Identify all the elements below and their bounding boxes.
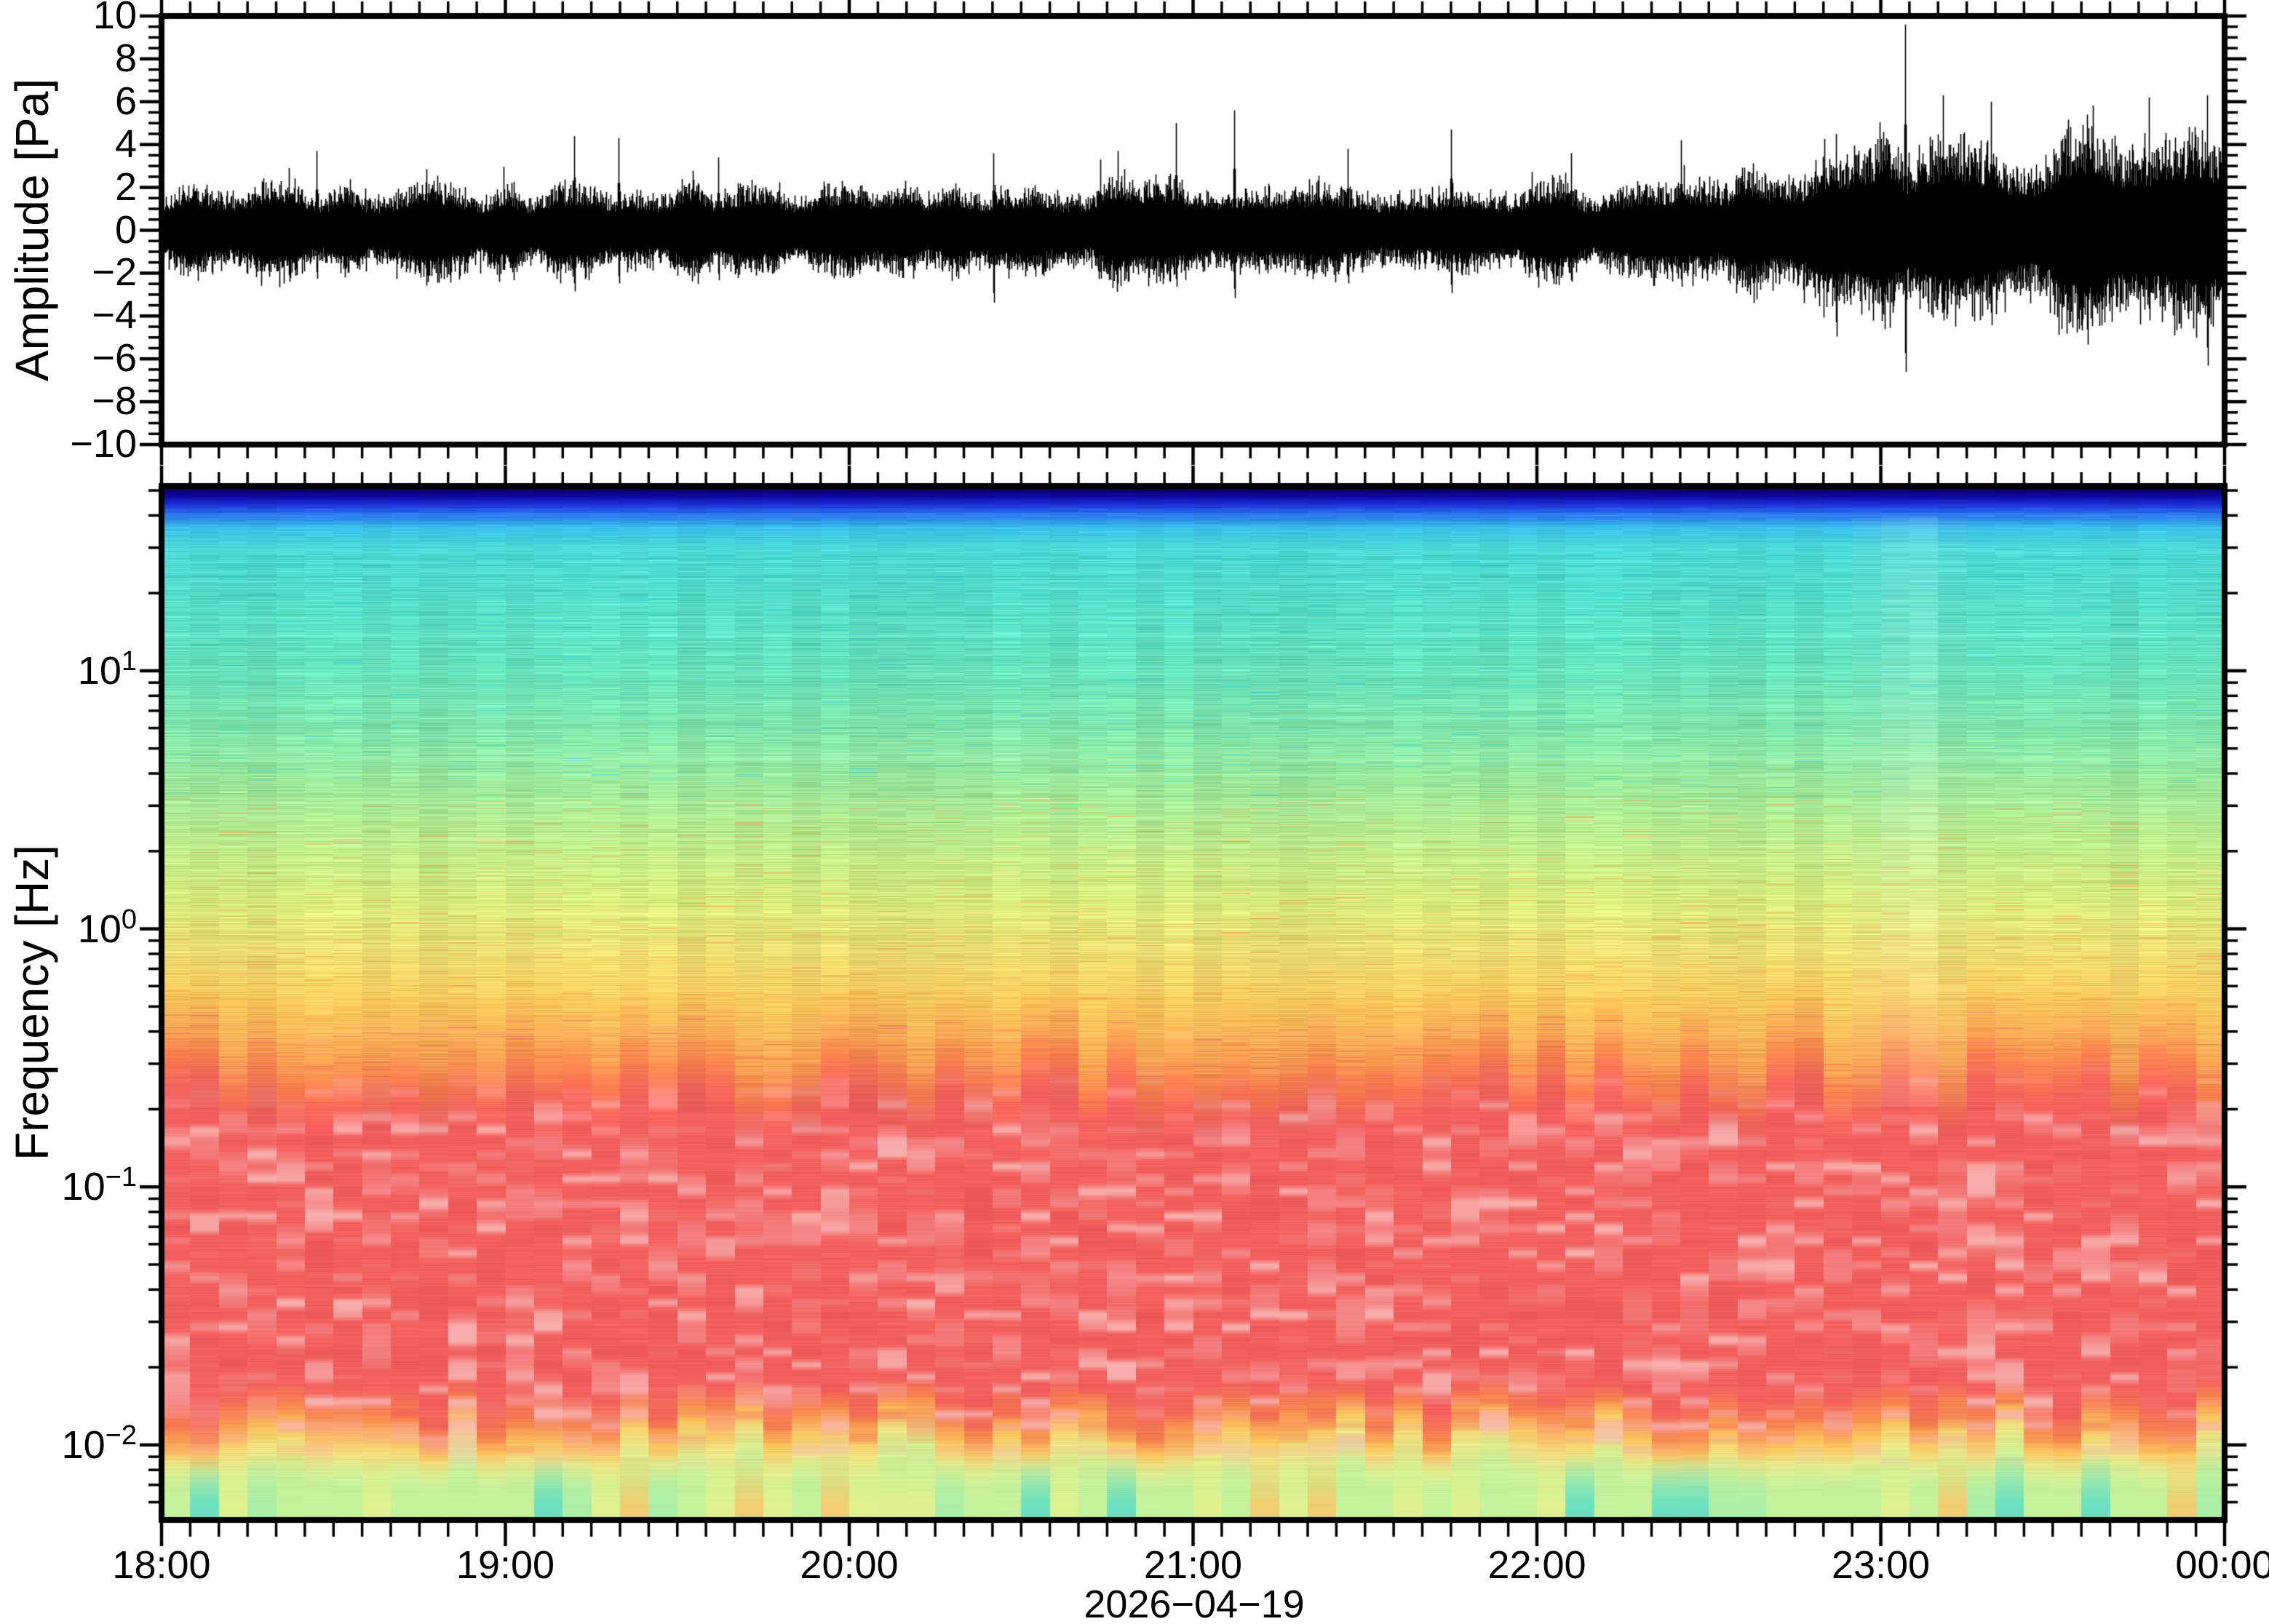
amplitude-tick-label: −10 — [70, 421, 137, 466]
amplitude-tick-label: 2 — [114, 164, 137, 209]
x-tick-label: 00:00 — [2175, 1543, 2269, 1587]
x-tick-label: 18:00 — [112, 1543, 211, 1587]
waveform-y-axis-title: Amplitude [Pa] — [6, 78, 58, 382]
x-tick-label: 19:00 — [456, 1543, 555, 1587]
frequency-tick-label: 101 — [77, 646, 137, 693]
amplitude-tick-label: −6 — [92, 335, 137, 380]
x-axis-date-label: 2026−04−19 — [1084, 1583, 1305, 1624]
x-tick-label: 20:00 — [800, 1543, 899, 1587]
amplitude-tick-label: 8 — [114, 36, 137, 80]
x-tick-label: 21:00 — [1143, 1543, 1243, 1587]
amplitude-tick-label: −2 — [92, 250, 137, 295]
amplitude-tick-label: 4 — [114, 122, 137, 166]
x-tick-label: 22:00 — [1487, 1543, 1586, 1587]
amplitude-tick-label: 10 — [92, 0, 137, 37]
amplitude-tick-label: 0 — [114, 207, 137, 252]
spectrogram-y-axis-title: Frequency [Hz] — [6, 845, 58, 1161]
amplitude-tick-label: −8 — [92, 378, 137, 423]
frequency-tick-label: 10−1 — [61, 1162, 137, 1209]
amplitude-tick-label: −4 — [92, 293, 137, 338]
amplitude-tick-label: 6 — [114, 79, 137, 123]
frequency-tick-label: 10−2 — [61, 1420, 137, 1468]
frequency-tick-label: 100 — [77, 904, 137, 951]
x-tick-label: 23:00 — [1831, 1543, 1931, 1587]
